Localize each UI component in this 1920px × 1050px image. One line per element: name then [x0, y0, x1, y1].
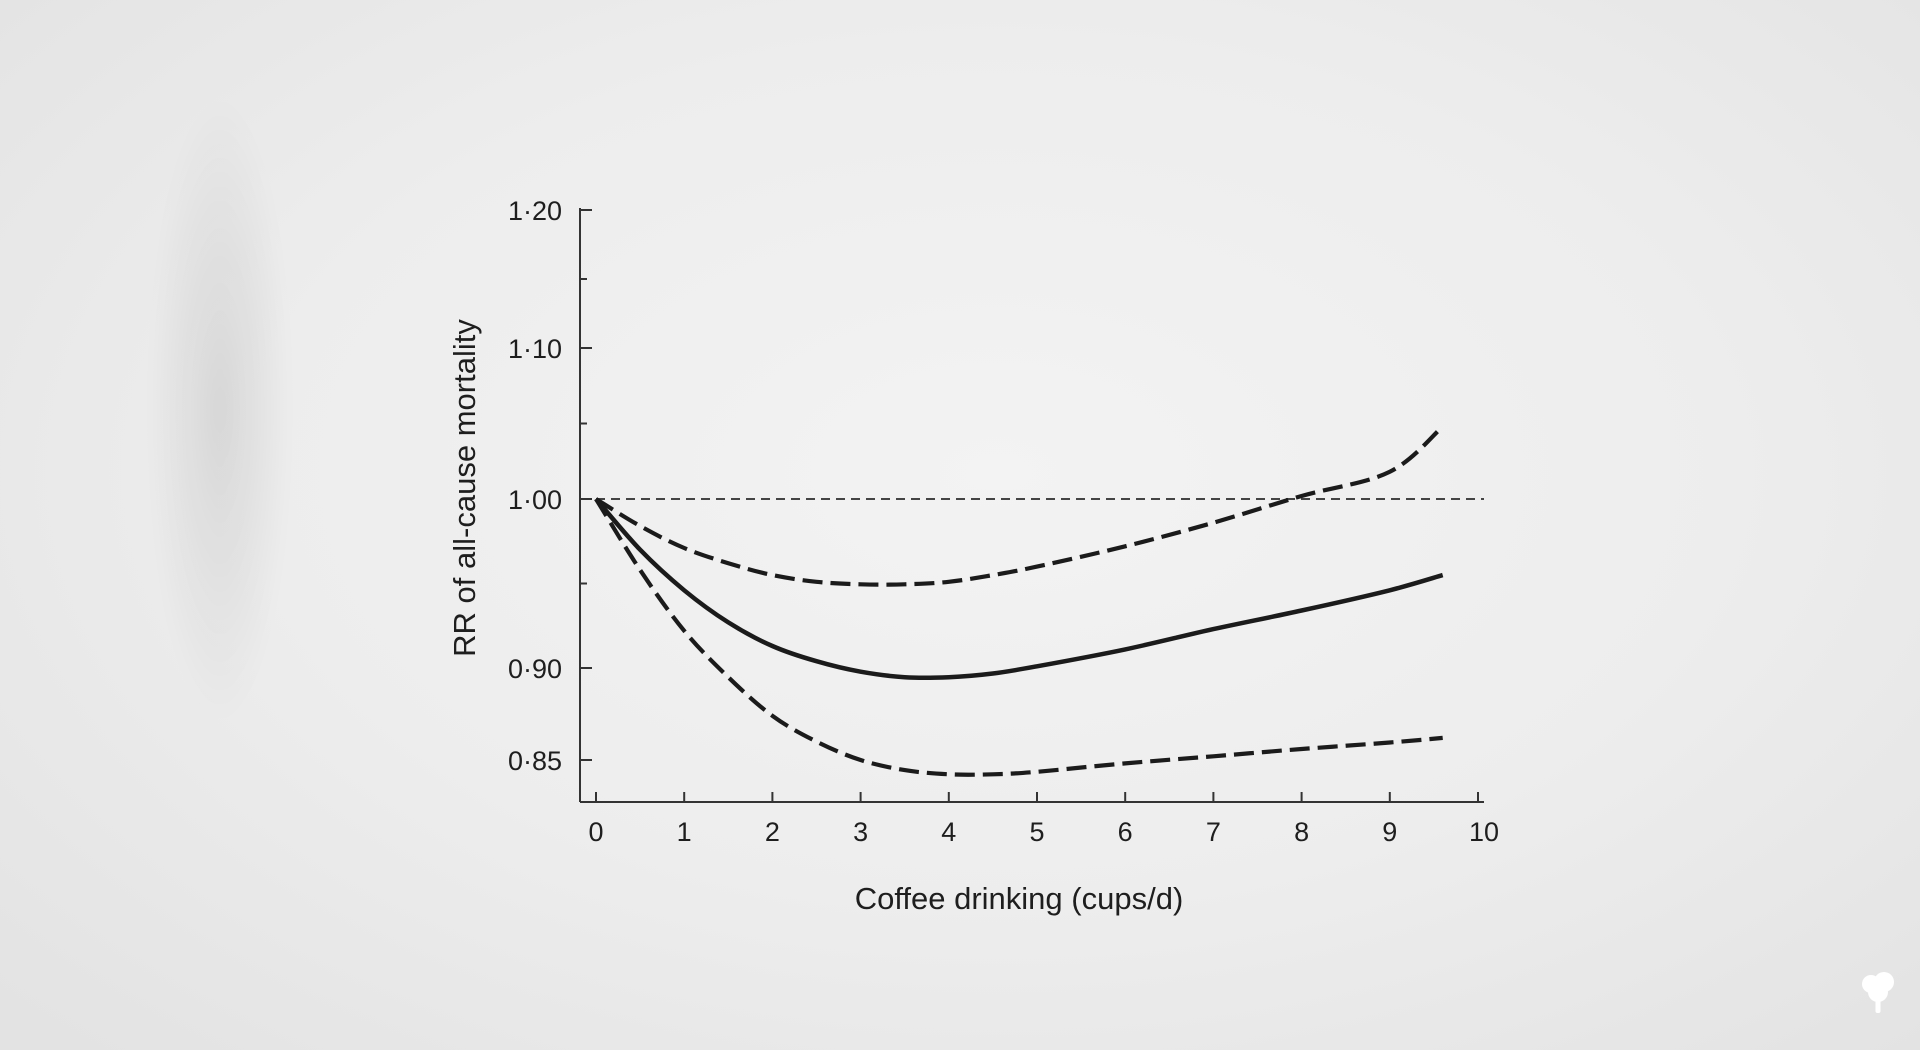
background-shadow: [150, 100, 290, 720]
tree-logo-icon: [1862, 972, 1894, 1013]
x-tick-label: 0: [588, 817, 603, 847]
series-line-lower: [594, 497, 1443, 777]
x-tick-label: 5: [1029, 817, 1044, 847]
y-tick-label: 0·85: [508, 746, 562, 776]
y-tick-label: 1·00: [508, 485, 562, 515]
x-tick-label: 2: [765, 817, 780, 847]
series-line-upper: [594, 424, 1445, 587]
x-tick-label: 1: [677, 817, 692, 847]
x-axis-title: Coffee drinking (cups/d): [855, 881, 1184, 916]
y-tick-label: 1·20: [508, 196, 562, 226]
x-tick-label: 9: [1382, 817, 1397, 847]
y-ticks: 0·85 0·90 1·00 1·10 1·20: [508, 196, 592, 776]
x-ticks: 0 1 2 3 4 5 6 7 8 9 10: [588, 792, 1499, 847]
series-line-estimate: [594, 497, 1444, 681]
x-tick-label: 7: [1206, 817, 1221, 847]
axes: [579, 208, 1484, 803]
x-tick-label: 6: [1118, 817, 1133, 847]
x-tick-label: 3: [853, 817, 868, 847]
y-tick-label: 1·10: [508, 334, 562, 364]
x-tick-label: 10: [1469, 817, 1499, 847]
x-tick-label: 8: [1294, 817, 1309, 847]
series-layer: [594, 424, 1445, 777]
x-tick-label: 4: [941, 817, 956, 847]
y-axis-title: RR of all-cause mortality: [447, 319, 482, 657]
y-tick-label: 0·90: [508, 654, 562, 684]
